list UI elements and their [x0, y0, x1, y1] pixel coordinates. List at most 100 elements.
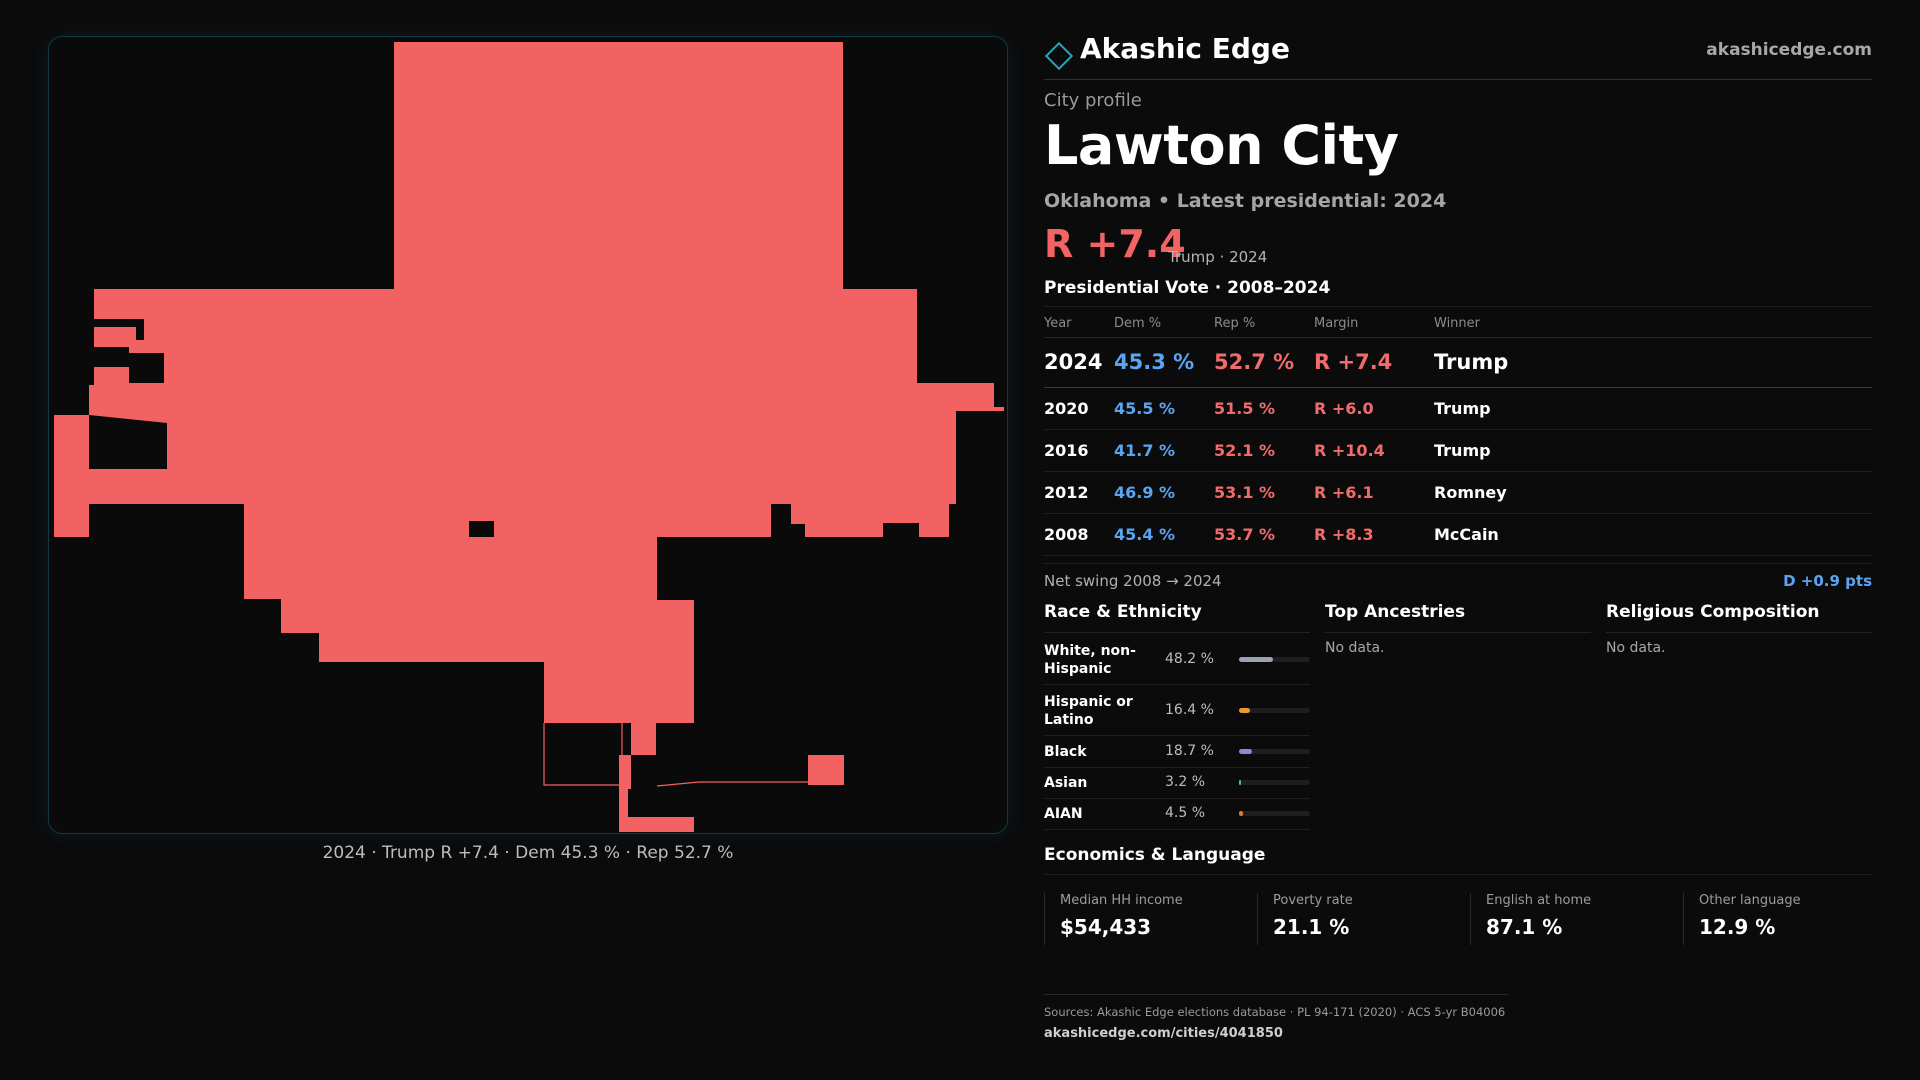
row-winner: Trump — [1434, 441, 1491, 460]
list-item: Asian 3.2 % — [1044, 768, 1310, 799]
header-winner: Winner — [1434, 316, 1481, 331]
row-winner: Trump — [1434, 350, 1509, 374]
net-swing: Net swing 2008 → 2024 D +0.9 pts — [1044, 563, 1872, 593]
race-pct: 18.7 % — [1165, 743, 1214, 759]
profile-panel: Akashic Edge akashicedge.com City profil… — [1044, 0, 1872, 1080]
stat-label: Median HH income — [1060, 893, 1183, 908]
race-bar-fill — [1239, 657, 1274, 662]
page-title: Lawton City — [1044, 114, 1399, 177]
race-bar-fill — [1239, 708, 1251, 713]
race-label: White, non-Hispanic — [1044, 643, 1136, 677]
row-dem: 46.9 % — [1114, 483, 1176, 502]
ancestries-divider — [1325, 632, 1591, 633]
race-pct: 48.2 % — [1165, 651, 1214, 667]
table-row: 2012 46.9 % 53.1 % R +6.1 Romney — [1044, 472, 1872, 514]
race-bar — [1239, 811, 1310, 816]
row-dem: 45.5 % — [1114, 399, 1176, 418]
english-at-home-card: English at home 87.1 % — [1470, 893, 1670, 945]
page-subtitle: Oklahoma • Latest presidential: 2024 — [1044, 190, 1447, 212]
list-item: Hispanic or Latino 16.4 % — [1044, 685, 1310, 736]
other-language-card: Other language 12.9 % — [1683, 893, 1883, 945]
row-rep: 53.1 % — [1214, 483, 1276, 502]
stat-label: English at home — [1486, 893, 1592, 908]
economics-section-title: Economics & Language — [1044, 845, 1266, 865]
city-boundary-shape — [54, 42, 1004, 832]
net-swing-value: D +0.9 pts — [1783, 572, 1872, 590]
race-list: White, non-Hispanic 48.2 % Hispanic or L… — [1044, 634, 1310, 830]
race-section-title: Race & Ethnicity — [1044, 602, 1202, 622]
race-bar — [1239, 708, 1310, 713]
poverty-rate-card: Poverty rate 21.1 % — [1257, 893, 1457, 945]
brand-name: Akashic Edge — [1080, 32, 1290, 65]
map-caption: 2024 · Trump R +7.4 · Dem 45.3 % · Rep 5… — [322, 843, 734, 863]
row-winner: McCain — [1434, 525, 1499, 544]
stat-value: 12.9 % — [1699, 915, 1776, 939]
table-row: 2020 45.5 % 51.5 % R +6.0 Trump — [1044, 388, 1872, 430]
row-margin: R +6.1 — [1314, 483, 1374, 502]
row-rep: 52.1 % — [1214, 441, 1276, 460]
religion-section-title: Religious Composition — [1606, 602, 1820, 622]
row-year: 2024 — [1044, 350, 1103, 374]
header-rep: Rep % — [1214, 316, 1256, 331]
header-margin: Margin — [1314, 316, 1359, 331]
race-divider — [1044, 632, 1310, 633]
net-swing-label: Net swing 2008 → 2024 — [1044, 572, 1222, 590]
race-label: Hispanic or Latino — [1044, 694, 1133, 728]
row-dem: 45.4 % — [1114, 525, 1176, 544]
table-row: 2016 41.7 % 52.1 % R +10.4 Trump — [1044, 430, 1872, 472]
economics-divider — [1044, 874, 1872, 875]
row-margin: R +8.3 — [1314, 525, 1374, 544]
stat-label: Poverty rate — [1273, 893, 1353, 908]
table-row: 2024 45.3 % 52.7 % R +7.4 Trump — [1044, 338, 1872, 388]
profile-eyebrow: City profile — [1044, 90, 1142, 111]
race-pct: 3.2 % — [1165, 774, 1206, 790]
header-year: Year — [1044, 316, 1072, 331]
vote-section-title: Presidential Vote · 2008–2024 — [1044, 278, 1331, 298]
row-dem: 45.3 % — [1114, 350, 1195, 374]
footer-divider — [1044, 994, 1508, 995]
race-bar-fill — [1239, 780, 1242, 785]
list-item: AIAN 4.5 % — [1044, 799, 1310, 830]
race-pct: 4.5 % — [1165, 805, 1206, 821]
row-dem: 41.7 % — [1114, 441, 1176, 460]
stat-label: Other language — [1699, 893, 1801, 908]
row-margin: R +7.4 — [1314, 350, 1393, 374]
median-income-card: Median HH income $54,433 — [1044, 893, 1244, 945]
row-margin: R +6.0 — [1314, 399, 1374, 418]
brand-url-link[interactable]: akashicedge.com — [1706, 40, 1872, 60]
ancestries-empty: No data. — [1325, 640, 1385, 656]
row-year: 2008 — [1044, 525, 1089, 544]
list-item: Black 18.7 % — [1044, 736, 1310, 768]
header-dem: Dem % — [1114, 316, 1162, 331]
ancestries-section-title: Top Ancestries — [1325, 602, 1466, 622]
footer-sources: Sources: Akashic Edge elections database… — [1044, 1005, 1506, 1019]
race-label: Asian — [1044, 775, 1088, 791]
latest-margin: R +7.4 — [1044, 222, 1186, 266]
footer-url-link[interactable]: akashicedge.com/cities/4041850 — [1044, 1026, 1283, 1041]
race-bar — [1239, 780, 1310, 785]
city-boundary-map — [48, 36, 1008, 834]
brand-header: Akashic Edge akashicedge.com — [1044, 30, 1872, 80]
religion-divider — [1606, 632, 1872, 633]
stat-value: 87.1 % — [1486, 915, 1563, 939]
row-winner: Romney — [1434, 483, 1507, 502]
diamond-logo-icon — [1044, 41, 1074, 71]
stat-value: $54,433 — [1060, 915, 1152, 939]
row-year: 2012 — [1044, 483, 1089, 502]
row-winner: Trump — [1434, 399, 1491, 418]
latest-margin-note: Trump · 2024 — [1168, 248, 1268, 266]
race-label: AIAN — [1044, 806, 1083, 822]
row-year: 2016 — [1044, 441, 1089, 460]
religion-empty: No data. — [1606, 640, 1666, 656]
row-rep: 53.7 % — [1214, 525, 1276, 544]
row-year: 2020 — [1044, 399, 1089, 418]
race-pct: 16.4 % — [1165, 702, 1214, 718]
race-label: Black — [1044, 744, 1087, 760]
table-row: 2008 45.4 % 53.7 % R +8.3 McCain — [1044, 514, 1872, 556]
list-item: White, non-Hispanic 48.2 % — [1044, 634, 1310, 685]
row-rep: 51.5 % — [1214, 399, 1276, 418]
race-bar — [1239, 749, 1310, 754]
presidential-results-table: Year Dem % Rep % Margin Winner 2024 45.3… — [1044, 306, 1872, 556]
table-header: Year Dem % Rep % Margin Winner — [1044, 306, 1872, 338]
race-bar-fill — [1239, 811, 1243, 816]
